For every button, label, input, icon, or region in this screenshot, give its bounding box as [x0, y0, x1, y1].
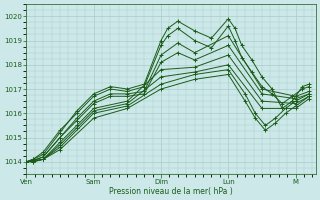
X-axis label: Pression niveau de la mer( hPa ): Pression niveau de la mer( hPa ): [109, 187, 233, 196]
